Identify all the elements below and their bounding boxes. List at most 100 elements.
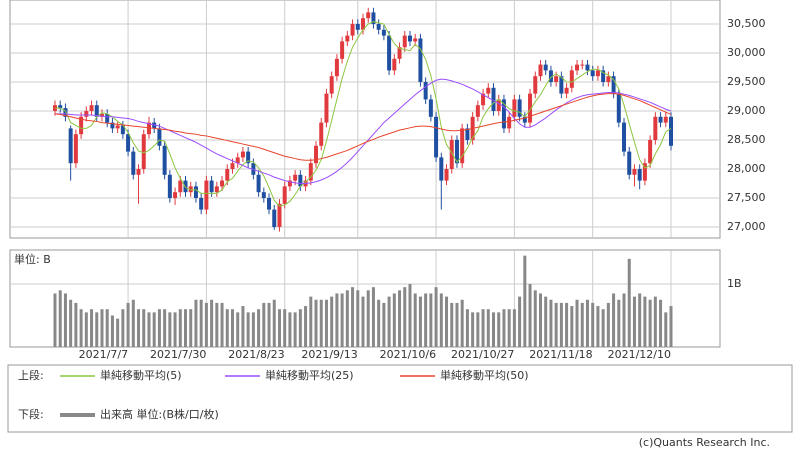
volume-bar [288,312,292,347]
candle-body [136,168,141,175]
candle-body [460,128,465,164]
volume-bar [455,302,459,347]
candle-body [298,174,303,187]
volume-bar [606,302,610,347]
candle-body [314,145,319,164]
volume-bar [403,287,407,347]
candle-body [616,93,621,123]
candle-body [246,151,251,164]
candle-body [193,186,198,198]
volume-bar [632,296,636,347]
candle-body [533,76,538,94]
volume-bar [236,312,240,347]
candle-body [486,87,491,94]
volume-bar [194,299,198,347]
candle-body [601,70,606,83]
volume-bar [225,309,229,347]
volume-bar [251,312,255,347]
volume-bar [366,290,370,347]
volume-bar [168,312,172,347]
volume-bar [382,302,386,347]
candle-body [220,180,225,187]
volume-bar [450,302,454,347]
candle-body [669,116,673,146]
candle-body [350,24,355,36]
candle-body [230,163,235,169]
candle-body [642,163,647,181]
candle-body [256,174,261,193]
candle-body [475,105,480,117]
candle-body [188,186,193,193]
volume-bar [79,309,83,347]
volume-bar [116,318,120,347]
candle-body [663,116,668,123]
candle-body [387,35,392,71]
volume-bar [413,293,417,347]
candle-body [590,70,595,77]
y-tick-label: 29,000 [727,104,766,117]
y-tick-label: 29,500 [727,75,766,88]
candle-body [183,180,188,193]
legend-label: 単純移動平均(50) [440,368,529,382]
volume-bar [84,312,88,347]
legend-box [7,364,793,433]
volume-bar [445,296,449,347]
volume-bar [465,309,469,347]
candle-body [632,168,637,175]
volume-bar [215,302,219,347]
candle-body [209,180,214,193]
volume-bar [63,293,67,347]
candle-body [152,122,157,129]
x-tick-label: 2021/9/13 [301,348,357,361]
volume-bar [460,299,464,347]
volume-bar [377,299,381,347]
volume-bar [418,296,422,347]
y-tick-label: 27,000 [727,220,766,233]
volume-bar [554,302,558,347]
volume-bar [163,309,167,347]
candle-body [334,58,339,77]
candle-body [329,76,334,94]
candle-body [173,192,178,198]
volume-bar [147,312,151,347]
candle-body [444,168,449,181]
candle-body [559,76,564,94]
candle-body [68,128,73,164]
candle-body [491,87,496,111]
candle-body [637,168,642,181]
volume-bar [100,309,104,347]
volume-bar [277,309,281,347]
candle-body [204,180,209,210]
candle-body [287,180,292,187]
volume-bar [199,299,203,347]
candle-body [73,134,78,164]
volume-bar [304,306,308,347]
volume-bar [512,309,516,347]
candle-body [319,122,324,146]
candle-body [501,99,506,129]
candle-body [89,105,94,111]
volume-bar [439,293,443,347]
candle-body [528,93,533,123]
y-tick-label: 30,500 [727,17,766,30]
volume-bar [591,302,595,347]
y-tick-label: 27,500 [727,191,766,204]
volume-bar [335,293,339,347]
volume-bar [502,309,506,347]
candle-body [355,24,360,30]
candle-body [99,113,104,117]
volume-bar [257,309,261,347]
volume-bar [272,299,276,347]
volume-bar [319,299,323,347]
volume-bar [356,290,360,347]
legend-label: 単純移動平均(5) [100,368,182,382]
legend-label: 単純移動平均(25) [265,368,354,382]
candle-body [282,186,287,204]
candle-body [595,70,600,77]
candle-body [261,192,266,198]
volume-bar [90,309,94,347]
volume-bar [627,258,631,347]
volume-bar [69,299,73,347]
volume-bar [330,296,334,347]
